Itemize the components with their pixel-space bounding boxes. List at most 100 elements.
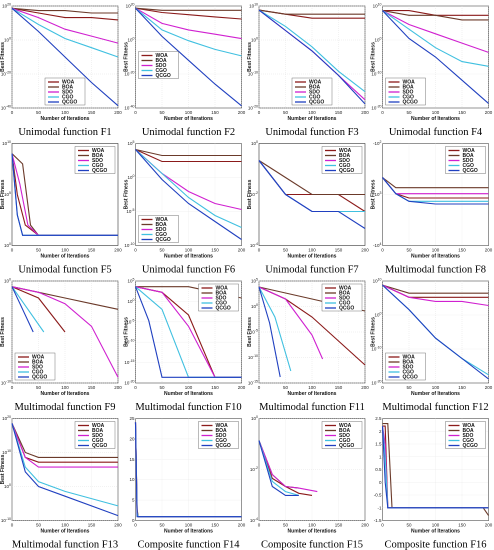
series-line-boa — [382, 284, 489, 294]
legend-label: SDO — [92, 433, 103, 439]
series-line-qcgo — [134, 286, 242, 378]
chart-title: Unimodal function F4 — [389, 127, 483, 138]
x-axis-label: Number of Iterations — [411, 116, 460, 122]
y-tick-label: 10-40 — [1, 105, 11, 111]
y-tick-label: -104 — [373, 242, 382, 248]
legend-label: QCGO — [463, 168, 478, 174]
y-axis-label: Best Fitness — [124, 317, 130, 347]
legend-label: CGO — [463, 163, 475, 169]
legend-label: CGO — [339, 301, 351, 307]
series-line-sdo — [11, 286, 119, 378]
x-tick-label: 0 — [258, 110, 261, 115]
legend-label: QCGO — [32, 375, 47, 381]
series-line-boa — [258, 160, 365, 196]
y-tick-label: 10-40 — [124, 105, 134, 111]
x-tick-label: 200 — [361, 110, 369, 115]
x-axis-label: Number of Iterations — [164, 116, 213, 122]
chart-title: Multimodal function F8 — [385, 265, 486, 276]
x-tick-label: 150 — [335, 248, 343, 253]
x-tick-label: 150 — [211, 523, 219, 528]
series-line-cgo — [258, 286, 292, 372]
x-tick-label: 100 — [185, 385, 193, 390]
x-tick-label: 0 — [11, 385, 14, 390]
y-tick-label: 100 — [251, 415, 258, 421]
legend-label: QCGO — [403, 100, 418, 106]
y-axis-label: Best Fitness — [247, 42, 253, 72]
chart-13: 1020 1010 100 10-100 50 100 150 200 Number of It… — [0, 415, 122, 550]
x-tick-label: 100 — [432, 110, 440, 115]
x-tick-label: 100 — [308, 523, 316, 528]
y-tick-label: 100 — [375, 37, 382, 43]
y-tick-label: 25 — [129, 416, 135, 421]
chart-14: 0 5 10 15 20 25 0 50 100 150 200 Number of Iteratio… — [129, 416, 245, 550]
series-line-boa — [11, 423, 118, 458]
legend-label: WOA — [156, 53, 169, 59]
x-tick-label: 0 — [381, 110, 384, 115]
series-line-cgo — [11, 423, 119, 507]
legend-label: BOA — [216, 428, 228, 434]
series-line-qcgo — [258, 440, 299, 496]
series-line-cgo — [135, 7, 242, 57]
x-axis-label: Number of Iterations — [411, 529, 460, 535]
legend-label: QCGO — [463, 443, 478, 449]
y-tick-label: 1020 — [126, 3, 135, 9]
legend-label: BOA — [156, 58, 168, 64]
x-tick-label: 200 — [114, 523, 122, 528]
y-axis-label: Best Fitness — [247, 179, 253, 209]
x-axis-label: Number of Iterations — [288, 116, 337, 122]
y-axis-label: Best Fitness — [371, 42, 377, 72]
legend-label: CGO — [92, 163, 104, 169]
legend-label: CGO — [32, 370, 44, 376]
x-tick-label: 200 — [361, 385, 369, 390]
x-tick-label: 0 — [11, 523, 14, 528]
x-tick-label: 100 — [308, 248, 316, 253]
x-tick-label: 150 — [335, 110, 343, 115]
legend-label: WOA — [92, 148, 105, 154]
series-line-sdo — [258, 286, 324, 360]
series-line-boa — [258, 9, 365, 15]
chart-title: Multimodal function F13 — [12, 540, 118, 550]
y-tick-label: 1010 — [2, 449, 11, 455]
y-tick-label: 100 — [128, 298, 135, 304]
y-tick-label: 10-10 — [371, 71, 381, 77]
legend-label: QCGO — [339, 443, 354, 449]
y-axis-label: Best Fitness — [371, 179, 377, 209]
chart-9: 100 10-100 50 100 150 200 Number of Iterations… — [0, 278, 122, 414]
x-tick-label: 0 — [381, 385, 384, 390]
legend-label: WOA — [92, 423, 105, 429]
y-tick-label: 105 — [4, 191, 11, 197]
chart-title: Composite function F15 — [261, 540, 363, 550]
legend-label: SDO — [309, 90, 320, 96]
y-tick-label: 10-4 — [250, 517, 258, 523]
legend-label: QCGO — [403, 375, 418, 381]
legend-label: WOA — [403, 80, 416, 86]
legend-label: BOA — [216, 291, 228, 297]
chart-title: Unimodal function F1 — [18, 127, 111, 138]
legend-label: BOA — [339, 428, 351, 434]
x-tick-label: 0 — [258, 523, 261, 528]
y-tick-label: -1.5 — [374, 518, 382, 523]
legend-label: BOA — [463, 153, 475, 159]
y-tick-label: 1010 — [373, 3, 382, 9]
y-tick-label: 10-20 — [248, 105, 258, 111]
legend-label: WOA — [403, 355, 416, 361]
y-axis-label: Best Fitness — [371, 317, 377, 347]
legend-label: BOA — [403, 85, 415, 91]
legend-label: SDO — [463, 433, 474, 439]
legend-label: QCGO — [339, 306, 354, 312]
legend-label: BOA — [156, 222, 168, 228]
x-tick-label: 100 — [308, 110, 316, 115]
series-line-cgo — [258, 440, 299, 496]
x-tick-label: 100 — [185, 523, 193, 528]
x-tick-label: 200 — [361, 248, 369, 253]
x-tick-label: 50 — [159, 248, 165, 253]
x-tick-label: 50 — [406, 523, 412, 528]
x-tick-label: 0 — [381, 523, 384, 528]
legend-label: SDO — [216, 433, 227, 439]
y-tick-label: 10-20 — [371, 380, 381, 386]
